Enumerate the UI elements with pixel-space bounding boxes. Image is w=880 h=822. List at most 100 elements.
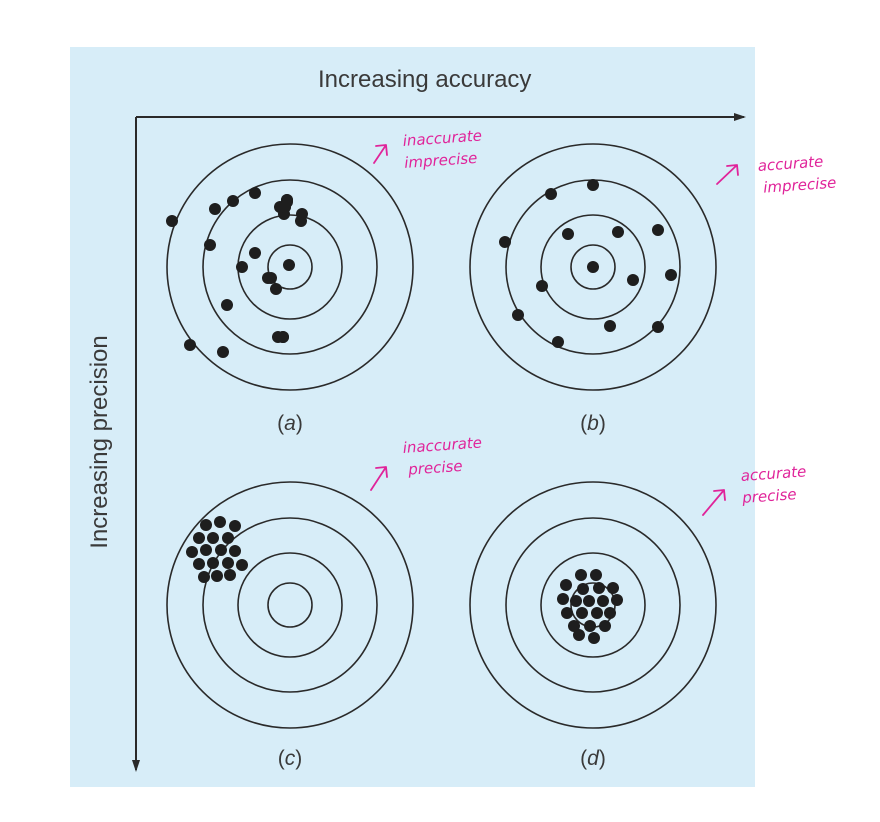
target-c-shot-15 — [198, 571, 210, 583]
targets-layer — [166, 143, 717, 729]
target-d-shot-8 — [570, 595, 582, 607]
target-c-shot-13 — [222, 557, 234, 569]
target-b-shot-1 — [545, 188, 557, 200]
target-d-ring-3 — [540, 552, 646, 658]
target-label-d: (d) — [580, 747, 606, 770]
target-b-shot-8 — [627, 274, 639, 286]
target-b-shot-6 — [652, 224, 664, 236]
annotation-arrows — [370, 144, 739, 516]
target-b-shot-12 — [604, 320, 616, 332]
target-a-shot-5 — [204, 239, 216, 251]
target-d-shot-20 — [588, 632, 600, 644]
annotation-arrow-2 — [716, 164, 739, 185]
target-b-shot-3 — [499, 236, 511, 248]
target-d-ring-1 — [469, 481, 717, 729]
target-d-shot-14 — [591, 607, 603, 619]
target-d-shot-10 — [597, 595, 609, 607]
target-a-shot-6 — [249, 247, 261, 259]
target-a-shot-21 — [272, 331, 284, 343]
annotation-d-line-1: accurate — [740, 462, 807, 485]
target-label-a: (a) — [277, 412, 303, 435]
target-d-shot-1 — [575, 569, 587, 581]
target-b-shot-9 — [665, 269, 677, 281]
target-a-shot-12 — [184, 339, 196, 351]
target-b-ring-1 — [469, 143, 717, 391]
target-c-shot-11 — [193, 558, 205, 570]
target-c-shot-12 — [207, 557, 219, 569]
target-a-ring-2 — [202, 179, 378, 355]
y-axis-title: Increasing precision — [86, 335, 113, 549]
annotation-a: inaccurate imprecise — [402, 124, 484, 173]
target-a-shot-16 — [265, 272, 277, 284]
target-b-ring-3 — [540, 214, 646, 320]
target-a-shot-2 — [249, 187, 261, 199]
target-d-shot-17 — [584, 620, 596, 632]
target-d-shot-9 — [583, 595, 595, 607]
target-a-shot-25 — [296, 208, 308, 220]
target-d-shot-5 — [593, 582, 605, 594]
target-c-shot-17 — [224, 569, 236, 581]
target-a — [166, 143, 414, 391]
target-b-shot-4 — [562, 228, 574, 240]
target-c-shot-7 — [186, 546, 198, 558]
target-d-shot-16 — [568, 620, 580, 632]
target-a-shot-22 — [236, 261, 248, 273]
target-b-shot-7 — [536, 280, 548, 292]
annotation-arrow-3 — [370, 466, 388, 491]
target-c-shot-5 — [207, 532, 219, 544]
target-a-shot-24 — [281, 196, 293, 208]
target-label-c: (c) — [277, 747, 303, 770]
target-d-shot-15 — [604, 607, 616, 619]
target-c-ring-1 — [166, 481, 414, 729]
target-c-shot-3 — [229, 520, 241, 532]
target-a-ring-4 — [267, 244, 313, 290]
target-b-shot-10 — [512, 309, 524, 321]
annotation-d: accurate precise — [740, 460, 809, 508]
target-c-shot-6 — [222, 532, 234, 544]
annotation-arrow-1 — [373, 144, 388, 164]
target-c-shot-10 — [229, 545, 241, 557]
annotation-b: accurate imprecise — [757, 150, 837, 199]
target-c-ring-4 — [267, 582, 313, 628]
x-axis-title: Increasing accuracy — [318, 66, 532, 93]
target-a-ring-1 — [166, 143, 414, 391]
target-d-shot-12 — [561, 607, 573, 619]
target-a-shot-4 — [166, 215, 178, 227]
target-d-shot-7 — [557, 593, 569, 605]
target-b-shot-2 — [587, 179, 599, 191]
target-c-shot-14 — [236, 559, 248, 571]
diagram-panel — [70, 47, 755, 787]
target-d-shot-18 — [599, 620, 611, 632]
target-a-shot-10 — [221, 299, 233, 311]
target-c-ring-3 — [237, 552, 343, 658]
target-b — [469, 143, 717, 391]
target-a-shot-1 — [209, 203, 221, 215]
target-c-shot-8 — [200, 544, 212, 556]
target-c-shot-2 — [214, 516, 226, 528]
target-d-shot-3 — [560, 579, 572, 591]
annotation-d-line-2: precise — [741, 485, 798, 507]
target-b-shot-13 — [652, 321, 664, 333]
target-a-shot-26 — [283, 259, 295, 271]
annotation-c: inaccurate precise — [402, 431, 484, 480]
target-b-shot-14 — [587, 261, 599, 273]
target-d-shot-11 — [611, 594, 623, 606]
target-a-shot-3 — [227, 195, 239, 207]
target-d-ring-2 — [505, 517, 681, 693]
target-c-shot-9 — [215, 544, 227, 556]
target-label-b: (b) — [580, 412, 606, 435]
target-d-shot-2 — [590, 569, 602, 581]
target-b-shot-5 — [612, 226, 624, 238]
target-c-shot-16 — [211, 570, 223, 582]
target-d-shot-4 — [577, 583, 589, 595]
annotation-arrow-4 — [702, 489, 726, 516]
target-d-shot-19 — [573, 629, 585, 641]
target-d-shot-6 — [607, 582, 619, 594]
target-c — [166, 481, 414, 729]
target-c-shot-4 — [193, 532, 205, 544]
target-d-shot-13 — [576, 607, 588, 619]
target-d — [469, 481, 717, 729]
target-c-shot-1 — [200, 519, 212, 531]
target-a-shot-9 — [270, 283, 282, 295]
